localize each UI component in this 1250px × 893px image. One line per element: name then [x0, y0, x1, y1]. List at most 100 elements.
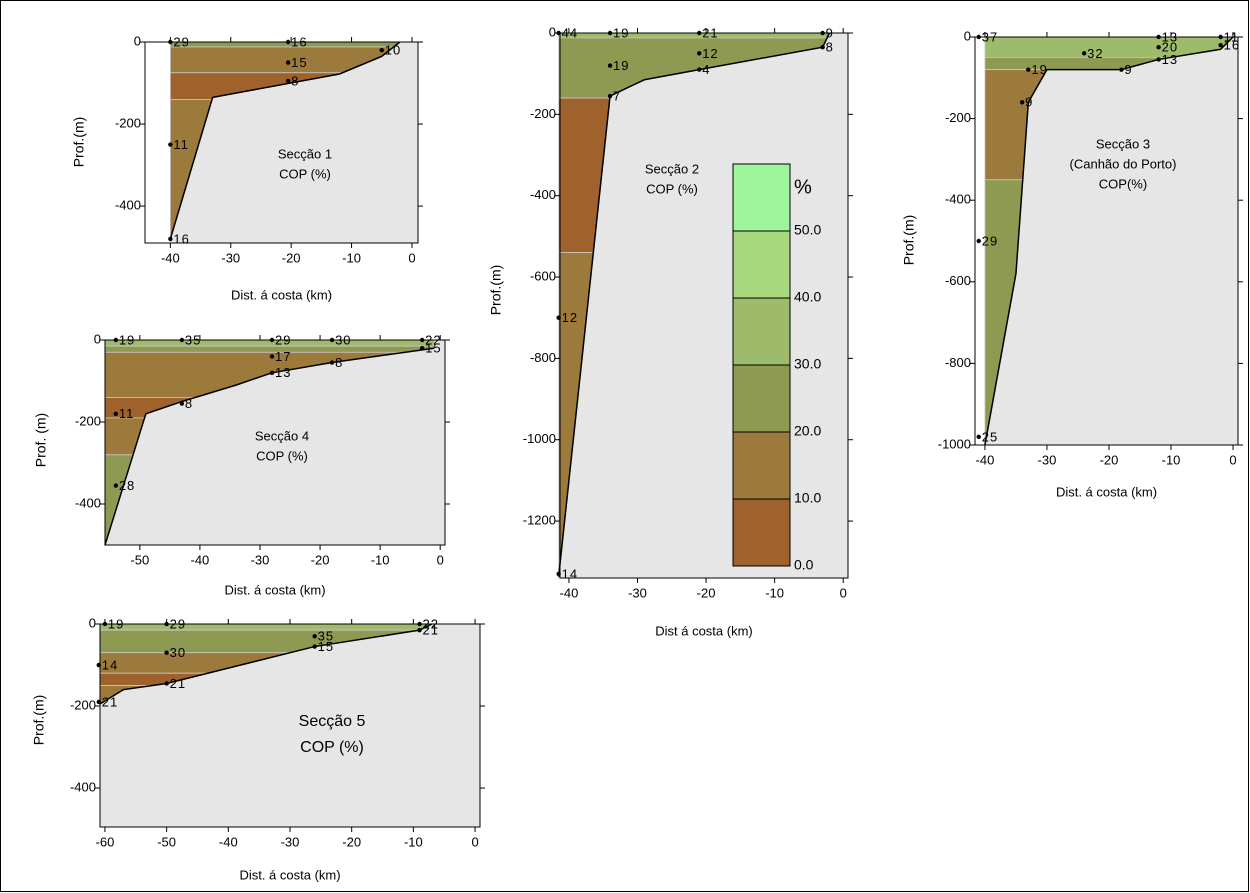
x-tick-label: -40 — [161, 250, 180, 265]
station-value: 19 — [1031, 62, 1047, 77]
y-tick-label: 0 — [134, 33, 141, 48]
colorbar-bin — [732, 163, 791, 232]
x-tick-label: 0 — [840, 585, 847, 600]
station-value: 37 — [982, 29, 998, 44]
station — [269, 337, 275, 343]
station — [329, 337, 335, 343]
colorbar-label: 30.0 — [794, 356, 821, 372]
station — [179, 401, 185, 406]
y-tick-label: -200 — [70, 697, 96, 712]
y-tick-label: 0 — [94, 331, 101, 346]
colorbar-bin — [732, 364, 791, 433]
colorbar-label: 0.0 — [794, 557, 814, 573]
station — [164, 650, 169, 655]
station-value: 28 — [119, 478, 135, 493]
colorbar-label: 20.0 — [794, 423, 821, 439]
station — [168, 236, 173, 242]
y-tick-label: -200 — [115, 115, 141, 130]
station — [1026, 67, 1031, 72]
section-title: Secção 5 — [299, 713, 366, 730]
station-value: 19 — [613, 25, 629, 40]
section-title: COP (%) — [256, 448, 308, 463]
station — [417, 627, 422, 633]
x-tick-label: -10 — [371, 552, 390, 567]
x-tick-label: -20 — [697, 585, 716, 600]
station-value: 13 — [1162, 52, 1178, 67]
plot-frame — [104, 339, 446, 546]
y-axis-label: Prof.(m) — [488, 265, 504, 316]
station — [113, 483, 119, 488]
station — [164, 681, 169, 686]
seabed — [984, 37, 1238, 445]
station — [976, 238, 981, 244]
station-value: 22 — [425, 332, 441, 347]
station — [1218, 34, 1223, 40]
station-value: 14 — [562, 566, 578, 581]
y-tick-label: 0 — [89, 615, 96, 630]
y-tick-label: -200 — [530, 106, 556, 121]
station-value: 21 — [170, 676, 186, 691]
station-value: 19 — [108, 616, 124, 631]
seabed — [100, 624, 480, 827]
station — [312, 644, 317, 649]
plot-frame — [974, 36, 1239, 446]
plot-frame — [144, 41, 419, 244]
station-value: 35 — [185, 332, 201, 347]
section-title: COP(%) — [1099, 176, 1147, 191]
station-value: 19 — [613, 58, 629, 73]
station — [1156, 45, 1161, 50]
station-value: 14 — [102, 657, 118, 672]
colorbar-label: 50.0 — [794, 222, 821, 238]
x-tick-label: -10 — [1162, 452, 1181, 467]
station-value: 8 — [826, 40, 834, 55]
x-axis-label: Dist. á costa (km) — [1056, 484, 1157, 499]
station — [607, 30, 613, 36]
station — [285, 60, 291, 65]
station — [417, 621, 422, 627]
station-value: 29 — [173, 34, 189, 49]
station-value: 8 — [185, 396, 193, 411]
x-tick-label: -10 — [765, 585, 784, 600]
x-tick-label: -40 — [191, 552, 210, 567]
station — [697, 67, 702, 72]
colorbar-bin — [732, 297, 791, 366]
y-tick-label: -1000 — [938, 436, 971, 451]
station — [269, 354, 275, 359]
y-tick-label: -600 — [945, 273, 971, 288]
station-value: 19 — [119, 332, 135, 347]
x-axis-label: Dist. á costa (km) — [224, 582, 325, 597]
section-title: Secção 2 — [645, 161, 699, 176]
station — [96, 662, 101, 668]
station — [820, 45, 825, 50]
station-value: 15 — [425, 341, 441, 356]
y-tick-label: 0 — [964, 28, 971, 43]
station-value: 30 — [170, 645, 186, 660]
y-tick-label: -400 — [70, 779, 96, 794]
section-title: Secção 3 — [1096, 136, 1150, 151]
colorbar-bin — [732, 498, 791, 567]
colorbar-label: 10.0 — [794, 490, 821, 506]
station — [556, 571, 561, 577]
station-value: 22 — [423, 616, 439, 631]
station — [312, 634, 317, 639]
x-tick-label: -60 — [96, 834, 115, 849]
station — [1081, 51, 1087, 56]
station-value: 30 — [335, 332, 351, 347]
x-tick-label: 0 — [1229, 452, 1236, 467]
station — [96, 699, 101, 705]
station-value: 35 — [318, 629, 334, 644]
station-value: 21 — [102, 694, 118, 709]
station-value: 13 — [275, 365, 291, 380]
station-value: 12 — [702, 46, 718, 61]
x-tick-label: -30 — [628, 585, 647, 600]
station-value: 15 — [291, 55, 307, 70]
x-tick-label: -40 — [219, 834, 238, 849]
section-title: Secção 4 — [255, 428, 309, 443]
station — [556, 315, 561, 320]
station-value: 8 — [291, 73, 299, 88]
y-tick-label: -800 — [945, 355, 971, 370]
station — [1156, 34, 1161, 40]
x-axis-label: Dist. á costa (km) — [231, 287, 332, 302]
x-tick-label: -20 — [282, 250, 301, 265]
x-tick-label: 0 — [408, 250, 415, 265]
